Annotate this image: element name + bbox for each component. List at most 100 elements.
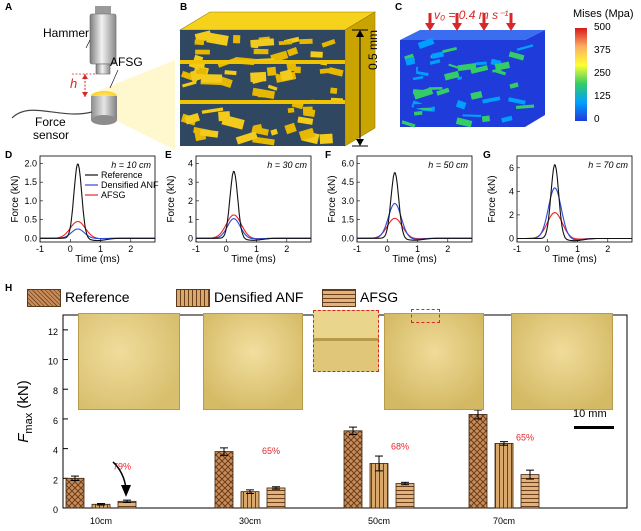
flake xyxy=(319,133,333,144)
drop-height-label: h = 30 cm xyxy=(267,160,307,170)
thickness-label: 0.5 mm xyxy=(366,29,380,70)
flake xyxy=(253,48,269,55)
y-tick-label: 0.0 xyxy=(341,233,354,243)
stress-flake xyxy=(417,107,433,111)
flake xyxy=(286,47,299,57)
stress-flake xyxy=(405,57,416,66)
panel-label-c: C xyxy=(395,2,403,13)
thickness-arrow-up-icon xyxy=(356,30,364,37)
panel-label-f: F xyxy=(325,150,332,161)
y-tick-label: 12 xyxy=(48,327,58,337)
category-label: 50cm xyxy=(368,516,390,526)
force-curve-densified xyxy=(517,187,632,241)
reduction-label: 68% xyxy=(391,441,409,451)
stress-flake xyxy=(442,46,458,54)
flake xyxy=(250,38,275,48)
force-curve-reference xyxy=(40,163,155,242)
legend-swatch-reference xyxy=(27,289,61,307)
stress-flake xyxy=(457,63,477,72)
stress-flake xyxy=(494,61,511,71)
legend-label-densified: Densified ANF xyxy=(214,289,304,305)
flake xyxy=(253,123,263,132)
x-tick-label: 2 xyxy=(605,244,610,254)
colorbar-tick-500: 500 xyxy=(594,22,611,33)
force-curve-reference xyxy=(357,172,472,241)
stress-flake xyxy=(412,75,424,81)
category-label: 10cm xyxy=(90,516,112,526)
afsg-label: AFSG xyxy=(110,55,143,69)
colorbar-tick-375: 375 xyxy=(594,45,611,56)
flake xyxy=(287,107,295,114)
force-curve-afsg xyxy=(196,214,311,240)
stress-flake xyxy=(470,90,483,100)
legend-label-reference: Reference xyxy=(65,289,130,305)
x-tick-label: 1 xyxy=(98,244,103,254)
flake xyxy=(278,40,293,46)
bar-densified-anf xyxy=(494,443,514,509)
flake xyxy=(252,87,276,100)
plot-frame xyxy=(39,155,156,243)
reduction-label: 65% xyxy=(262,446,280,456)
bar-reference xyxy=(214,451,234,509)
stress-flake xyxy=(475,61,487,66)
y-tick-label: 0.5 xyxy=(24,215,37,225)
flake xyxy=(198,67,208,75)
y-tick-label: 8 xyxy=(53,386,58,396)
stress-flake xyxy=(413,87,434,100)
sim-side-face xyxy=(525,30,545,127)
y-axis-label: Fmax (kN) xyxy=(15,380,35,442)
flake xyxy=(294,66,301,74)
flake xyxy=(206,32,229,46)
y-tick-label: 6 xyxy=(53,416,58,426)
flake xyxy=(267,84,278,91)
impact-arrow-icon xyxy=(479,23,489,31)
force-curve-afsg xyxy=(40,220,155,240)
flake xyxy=(302,106,313,115)
y-tick-label: 0 xyxy=(53,505,58,515)
hammer-label: Hammer xyxy=(43,26,90,40)
stress-flake xyxy=(457,81,473,88)
hammer-tip xyxy=(95,63,111,75)
sensor-base xyxy=(91,115,117,125)
y-tick-label: 1.5 xyxy=(24,177,37,187)
stress-flake xyxy=(401,120,416,128)
flake xyxy=(319,68,331,74)
sample-photo-3 xyxy=(384,313,484,410)
x-tick-label: -1 xyxy=(353,244,361,254)
stress-flake xyxy=(509,82,519,89)
crack-highlight-box xyxy=(411,309,440,323)
flake xyxy=(270,50,289,63)
x-tick-label: 1 xyxy=(415,244,420,254)
panel-label-b: B xyxy=(180,2,188,13)
x-axis-label: Time (ms) xyxy=(392,254,437,265)
stress-flake xyxy=(483,88,491,96)
legend-label-afsg: AFSG xyxy=(360,289,399,305)
stress-flake xyxy=(470,65,489,74)
x-tick-label: 1 xyxy=(575,244,580,254)
plot-frame xyxy=(516,155,633,243)
sample-photo-2 xyxy=(203,313,303,410)
stress-flake xyxy=(481,115,491,123)
y-tick-label: 0 xyxy=(188,233,193,243)
flake xyxy=(250,71,267,83)
bar-reference xyxy=(65,477,85,509)
x-axis-label: Time (ms) xyxy=(552,254,597,265)
force-curve-reference xyxy=(196,170,311,241)
flake xyxy=(232,34,241,44)
stress-flake xyxy=(483,51,501,58)
flake-pattern xyxy=(180,30,344,146)
stress-flake xyxy=(468,56,486,61)
x-tick-label: 0 xyxy=(68,244,73,254)
bar-reference xyxy=(468,414,488,509)
scale-bar xyxy=(574,426,614,429)
legend-label-afsg: AFSG xyxy=(101,190,126,200)
x-tick-label: 1 xyxy=(254,244,259,254)
flake xyxy=(195,49,210,55)
stress-flake xyxy=(413,103,432,109)
impact-arrows xyxy=(425,13,516,31)
panel-label-g: G xyxy=(483,150,491,161)
y-tick-label: 4 xyxy=(188,158,193,168)
flake xyxy=(299,38,313,45)
sample-photo-4 xyxy=(511,313,613,410)
stress-flake xyxy=(461,75,479,84)
